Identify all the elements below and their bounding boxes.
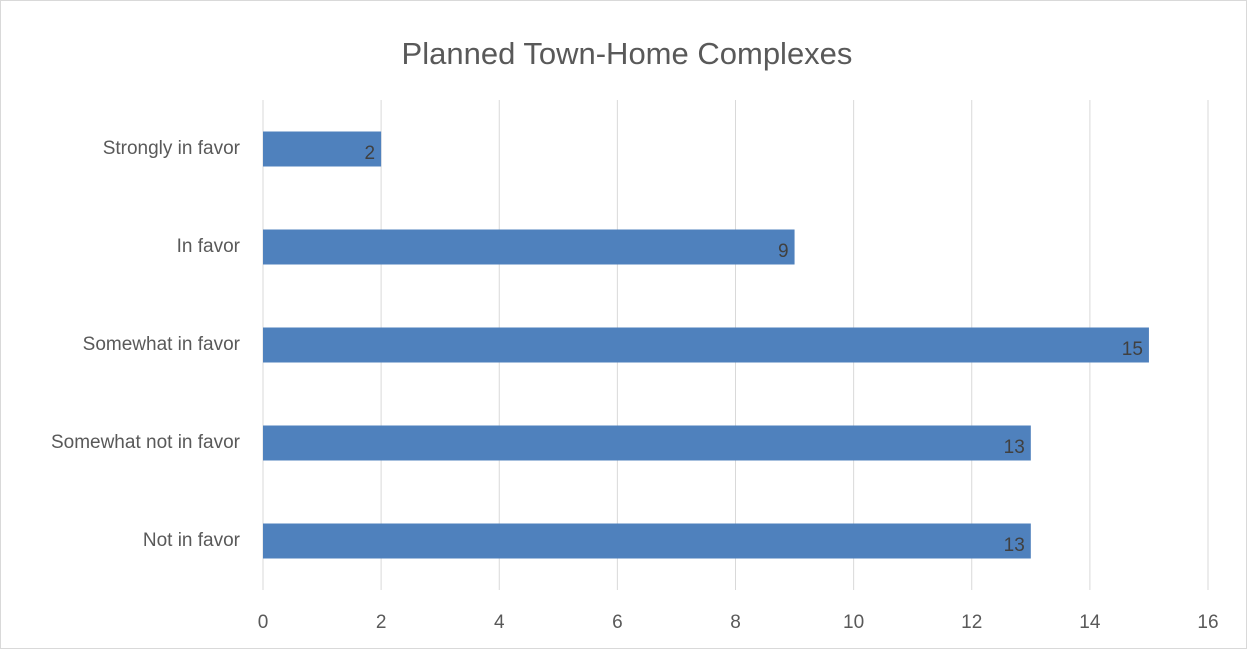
data-label: 9 xyxy=(778,241,789,262)
data-label: 2 xyxy=(365,143,376,164)
y-tick-label: In favor xyxy=(177,236,241,257)
data-label: 13 xyxy=(1004,437,1025,458)
y-tick-label: Somewhat not in favor xyxy=(51,432,241,453)
bar xyxy=(263,327,1149,363)
y-tick-label: Not in favor xyxy=(143,530,241,551)
x-tick-label: 12 xyxy=(961,612,982,633)
x-tick-label: 4 xyxy=(494,612,505,633)
x-tick-label: 0 xyxy=(258,612,269,633)
y-tick-label: Somewhat in favor xyxy=(83,334,241,355)
chart-title: Planned Town-Home Complexes xyxy=(402,36,853,71)
x-tick-label: 6 xyxy=(612,612,623,633)
y-tick-label: Strongly in favor xyxy=(103,138,241,159)
x-tick-label: 10 xyxy=(843,612,864,633)
x-tick-label: 8 xyxy=(730,612,741,633)
bar xyxy=(263,229,795,265)
bar xyxy=(263,425,1031,461)
x-tick-label: 14 xyxy=(1079,612,1101,633)
x-tick-label: 2 xyxy=(376,612,387,633)
data-label: 13 xyxy=(1004,535,1025,556)
x-tick-label: 16 xyxy=(1197,612,1218,633)
bar xyxy=(263,131,382,167)
data-label: 15 xyxy=(1122,339,1143,360)
bar xyxy=(263,523,1031,559)
